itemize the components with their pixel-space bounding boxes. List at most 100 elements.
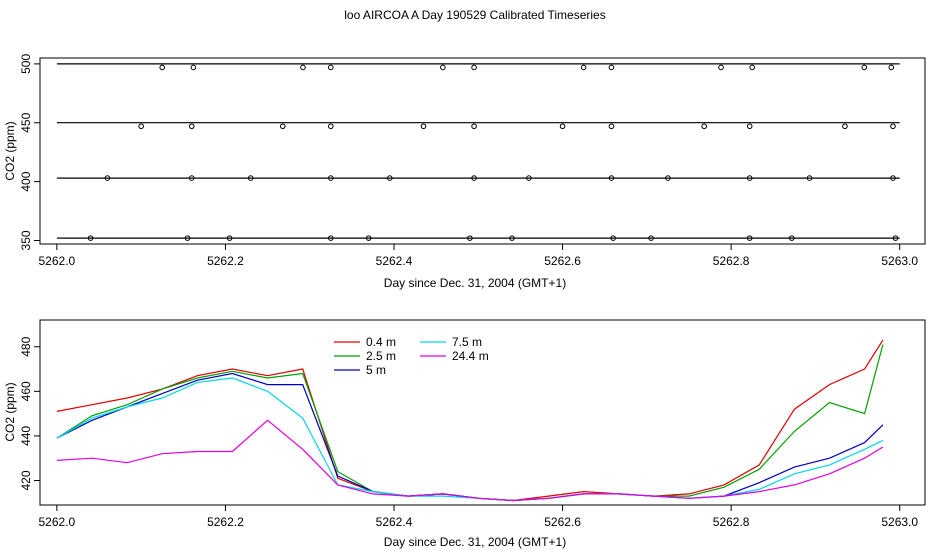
legend-item-4: 24.4 m <box>420 349 489 363</box>
data-point <box>749 64 756 71</box>
legend-label-0: 0.4 m <box>366 335 396 349</box>
data-point <box>746 235 753 241</box>
data-point <box>279 123 286 130</box>
x-axis-bottom: 5262.0 5262.2 5262.4 5262.6 5262.8 5263.0 <box>39 505 918 529</box>
data-point <box>701 123 707 130</box>
legend-item-2: 5 m <box>334 363 386 377</box>
series-line-1 <box>56 344 884 502</box>
x-tick-label: 5263.0 <box>881 254 918 268</box>
series-line-2 <box>56 372 884 502</box>
data-point <box>888 64 895 71</box>
data-point <box>665 175 671 181</box>
y-tick-label: 500 <box>19 54 33 74</box>
data-point <box>467 235 473 241</box>
data-point <box>471 123 477 130</box>
x-axis-label-top: Day since Dec. 31, 2004 (GMT+1) <box>384 276 566 290</box>
data-point <box>471 64 477 71</box>
data-point <box>420 123 427 130</box>
legend-item-3: 7.5 m <box>420 335 482 349</box>
y-tick-label: 350 <box>19 230 33 250</box>
chart-title: loo AIRCOA A Day 190529 Calibrated Times… <box>344 8 605 22</box>
data-point <box>226 235 233 241</box>
y-tick-label: 480 <box>19 336 33 356</box>
data-point <box>184 235 191 241</box>
legend-item-1: 2.5 m <box>334 349 396 363</box>
data-point <box>559 123 566 130</box>
data-point <box>746 123 753 130</box>
series-line-0 <box>56 339 884 502</box>
data-point <box>138 123 144 130</box>
data-point <box>159 64 166 71</box>
y-tick-label: 420 <box>19 470 33 490</box>
plot-frame-bottom <box>39 319 926 506</box>
data-point <box>87 235 94 241</box>
legend-label-3: 7.5 m <box>452 335 482 349</box>
x-tick-label: 5262.0 <box>39 254 76 268</box>
x-tick-label: 5262.8 <box>713 254 750 268</box>
x-tick-label: 5262.2 <box>207 254 244 268</box>
y-tick-label: 440 <box>19 426 33 446</box>
y-axis-label-top: CO2 (ppm) <box>3 121 17 180</box>
data-point <box>365 235 372 241</box>
legend-item-0: 0.4 m <box>334 335 396 349</box>
data-point <box>386 175 393 181</box>
data-point <box>789 235 795 241</box>
data-point <box>509 235 515 241</box>
legend: 0.4 m 2.5 m 5 m 7.5 m 24.4 m <box>334 335 489 377</box>
x-tick-label: 5262.2 <box>207 515 244 529</box>
data-point <box>300 64 306 71</box>
x-axis-label-bottom: Day since Dec. 31, 2004 (GMT+1) <box>384 535 566 549</box>
legend-label-1: 2.5 m <box>366 349 396 363</box>
data-point <box>610 235 616 241</box>
data-point <box>806 175 813 181</box>
y-tick-label: 460 <box>19 381 33 401</box>
y-axis-bottom: 420 440 460 480 <box>19 336 40 490</box>
data-point <box>247 175 254 181</box>
series-line-3 <box>56 377 884 502</box>
panel-bottom: 5262.0 5262.2 5262.4 5262.6 5262.8 5263.0 420… <box>3 319 926 549</box>
data-point <box>580 64 587 71</box>
data-point <box>608 175 615 181</box>
data-point <box>327 64 334 71</box>
x-tick-label: 5262.8 <box>713 515 750 529</box>
data-point <box>861 64 868 71</box>
data-point <box>188 123 195 130</box>
data-point <box>526 175 532 181</box>
data-point <box>190 64 197 71</box>
y-axis-label-bottom: CO2 (ppm) <box>3 382 17 441</box>
panel-top: 5262.0 5262.2 5262.4 5262.6 5262.8 5263.0 350… <box>3 54 926 290</box>
data-point <box>327 235 334 241</box>
data-point <box>648 235 654 241</box>
y-axis-top: 350 400 450 500 <box>19 54 40 250</box>
data-point <box>327 175 334 181</box>
legend-label-4: 24.4 m <box>452 349 489 363</box>
data-point <box>892 235 899 241</box>
data-point <box>718 64 724 71</box>
plot-frame-top <box>39 57 926 245</box>
data-point <box>104 175 111 181</box>
data-point <box>842 123 848 130</box>
x-tick-label: 5262.4 <box>376 515 413 529</box>
legend-label-2: 5 m <box>366 363 386 377</box>
x-axis-top: 5262.0 5262.2 5262.4 5262.6 5262.8 5263.0 <box>39 244 918 268</box>
x-tick-label: 5263.0 <box>881 515 918 529</box>
data-point <box>608 64 615 71</box>
data-point <box>608 123 615 130</box>
x-tick-label: 5262.6 <box>544 254 581 268</box>
plot-area-top <box>56 63 900 241</box>
data-point <box>890 175 896 181</box>
x-tick-label: 5262.6 <box>544 515 581 529</box>
x-tick-label: 5262.0 <box>39 515 76 529</box>
data-point <box>890 123 896 130</box>
data-point <box>471 175 477 181</box>
plot-area-bottom <box>56 339 884 502</box>
data-point <box>327 123 334 130</box>
x-tick-label: 5262.4 <box>376 254 413 268</box>
data-point <box>440 64 446 71</box>
y-tick-label: 450 <box>19 112 33 132</box>
data-point <box>746 175 753 181</box>
data-point <box>188 175 195 181</box>
series-line-4 <box>56 419 884 502</box>
y-tick-label: 400 <box>19 171 33 191</box>
